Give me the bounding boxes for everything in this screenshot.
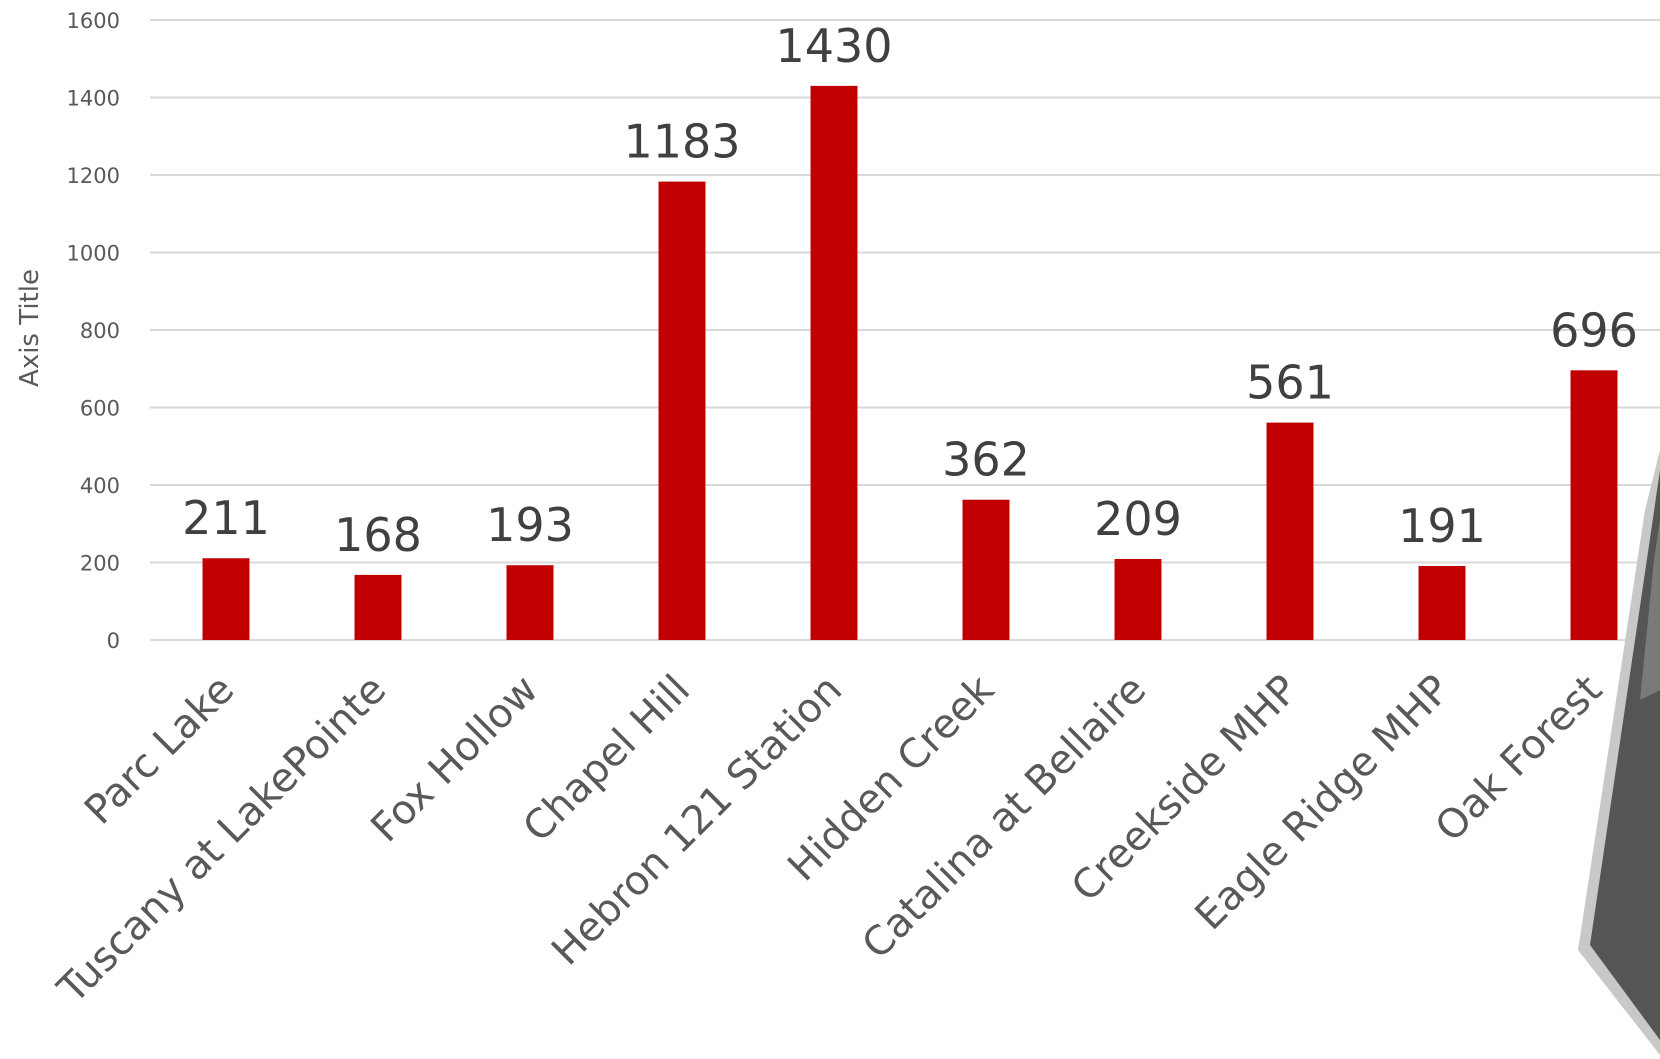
data-label: 168 — [334, 508, 422, 562]
decoration-shape-inner — [1590, 470, 1660, 1040]
data-label: 209 — [1094, 492, 1182, 546]
y-tick-label: 0 — [107, 629, 120, 653]
x-tick-label: Hebron 121 Station — [543, 667, 851, 975]
bar — [506, 565, 554, 640]
decoration-shape-highlight — [1640, 520, 1660, 700]
y-axis-ticks: 0 200 400 600 800 1000 1200 1400 1600 — [67, 9, 120, 653]
y-tick-label: 1400 — [67, 87, 120, 111]
y-tick-label: 600 — [80, 397, 120, 421]
bar — [1418, 565, 1466, 640]
bar — [1570, 370, 1618, 640]
y-tick-label: 1000 — [67, 242, 120, 266]
data-label: 1183 — [623, 115, 740, 169]
data-labels: 211 168 193 1183 1430 362 209 561 191 696 — [182, 19, 1638, 562]
bar — [962, 499, 1010, 640]
x-tick-label: Eagle Ridge MHP — [1187, 667, 1459, 939]
bar — [202, 558, 250, 640]
data-label: 193 — [486, 498, 574, 552]
x-tick-label: Catalina at Bellaire — [854, 667, 1156, 969]
gridlines — [150, 19, 1660, 641]
bars — [202, 85, 1618, 640]
y-tick-label: 200 — [80, 552, 120, 576]
data-label: 362 — [942, 433, 1030, 487]
data-label: 696 — [1550, 303, 1638, 357]
bar — [1266, 422, 1314, 640]
data-label: 191 — [1398, 499, 1486, 553]
bar — [354, 574, 402, 640]
bar — [1114, 559, 1162, 640]
y-tick-label: 1200 — [67, 164, 120, 188]
y-axis-title: Axis Title — [15, 269, 45, 387]
data-label: 1430 — [775, 19, 892, 73]
x-tick-label: Oak Forest — [1427, 667, 1611, 851]
corner-decoration — [1578, 450, 1660, 1055]
bar — [658, 181, 706, 640]
data-label: 211 — [182, 491, 270, 545]
data-label: 561 — [1246, 356, 1334, 410]
y-tick-label: 800 — [80, 319, 120, 343]
y-tick-label: 400 — [80, 474, 120, 498]
x-tick-label: Parc Lake — [76, 667, 243, 834]
bar — [810, 85, 858, 640]
y-tick-label: 1600 — [67, 9, 120, 33]
